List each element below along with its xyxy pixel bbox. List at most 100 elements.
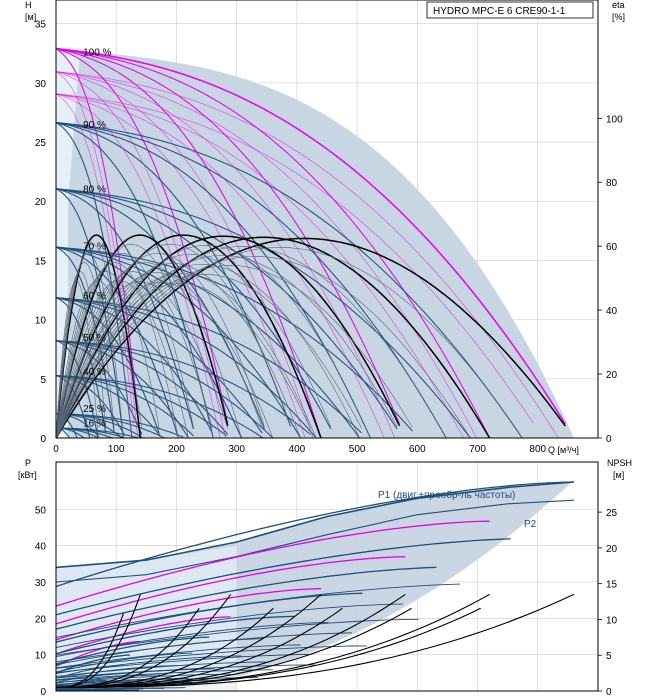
speed-label-70: 70 % [83,242,106,253]
y-tick-eta-80: 80 [606,178,618,189]
eta-curve-4p-90 [56,244,371,438]
eta-curve-3p-50 [56,280,189,438]
power-curve-4p-50 [56,673,231,684]
y-axis-unit-power: [кВт] [18,470,37,480]
y-tick-head-0: 0 [40,434,46,445]
x-tick-300: 300 [228,444,245,455]
speed-label-100: 100 % [83,48,111,59]
speed-label-90: 90 % [83,120,106,131]
y-tick-power-20: 20 [35,614,47,625]
eta-curve-4p-70 [56,263,301,438]
x-tick-700: 700 [469,444,486,455]
speed-label-60: 60 % [83,291,106,302]
x-tick-500: 500 [349,444,366,455]
head-curve-thin-6p-97 [56,71,559,438]
power-curve-4p-100 [56,556,406,625]
y-tick-npsh-10: 10 [606,615,618,626]
power-curve-6p-25 [56,687,186,690]
y-axis-label-power: P [25,458,31,468]
y-tick-head-25: 25 [35,138,47,149]
speed-label-40: 40 % [83,367,106,378]
eta-curve-6p-60 [56,273,362,438]
y-tick-npsh-0: 0 [606,687,612,698]
eta-curve-1p-100 [56,234,142,438]
head-curve-1p-100 [56,48,141,438]
head-curve-5p-60 [56,297,317,438]
power-curve-4p-70 [56,644,301,669]
series-line-p2 [56,499,574,583]
series-line-p1 [56,481,574,569]
eta-curve-6p-50 [56,282,311,438]
head-curve-6p-40 [56,375,264,438]
power-curve-2p-70 [56,665,179,679]
power-curve-2p-90 [56,636,210,665]
series-label-p1: P1 (двиг.+преобр-ль частоты) [378,489,515,501]
eta-curve-4p-80 [56,254,332,438]
power-curve-2p-80 [56,652,193,673]
y-tick-power-0: 0 [40,687,46,698]
eta-curve-2p-60 [56,271,160,438]
head-curve-5p-80 [56,188,398,430]
title-box [426,1,594,19]
y-tick-eta-40: 40 [606,306,618,317]
head-curve-6p-80 [56,188,471,438]
head-curve-1p-70 [56,246,115,432]
head-chart-ticks: 0 100 200 300 400 500 600 700 800 0 5 10 15 20 25 30 35 0… [35,20,623,455]
x-tick-100: 100 [108,444,125,455]
y-tick-head-5: 5 [40,375,46,386]
y-tick-eta-0: 0 [606,434,612,445]
head-curve-6p-16 [56,427,138,438]
y-tick-power-40: 40 [35,542,47,553]
eta-curve-5p-60 [56,273,317,438]
power-chart-ticks: 0 10 20 30 40 50 0 5 10 15 20 25 [35,505,618,698]
x-tick-800: 800 [529,444,546,455]
head-curve-6p-100 [56,47,566,425]
x-tick-0: 0 [53,444,59,455]
y-tick-npsh-25: 25 [606,508,618,519]
head-curve-thin-4p-94 [56,93,385,438]
head-curve-thin-5p-94 [56,93,464,438]
head-curve-thin-5p-97 [56,71,477,438]
power-curves [56,481,575,691]
head-curve-4p-90 [56,121,371,438]
y-tick-power-30: 30 [35,578,47,589]
power-range-fill [56,480,574,691]
power-curve-6p-60 [56,645,367,669]
x-tick-400: 400 [289,444,306,455]
head-curves [56,47,566,438]
power-chart-frame [55,461,599,692]
eta-curve-2p-50 [56,280,143,438]
eta-curve-3p-70 [56,262,242,438]
y-tick-eta-100: 100 [606,114,623,125]
eta-curve-5p-100 [56,236,491,438]
y-axis-unit-head: [м] [25,12,36,22]
y-tick-head-30: 30 [35,79,47,90]
eta-curve-1p-50 [56,280,99,438]
y-axis-unit-npsh: [м] [613,470,624,480]
y-tick-npsh-15: 15 [606,580,618,591]
head-curve-thin-3p-94 [56,93,306,438]
eta-curve-2p-70 [56,262,179,438]
eta-curve-3p-100 [56,234,322,438]
x-tick-600: 600 [409,444,426,455]
envelope-area [68,50,574,438]
y-tick-head-35: 35 [35,20,47,31]
eta-curve-3p-80 [56,253,265,438]
y-axis-label-eta: eta [612,0,625,10]
x-axis-label: Q [м³/ч] [548,445,579,455]
power-curve-3p-100 [56,588,322,641]
power-curve-6p-70 [56,618,419,656]
head-curve-3p-100 [56,47,322,438]
head-curve-5p-70 [56,246,360,438]
eta-curve-5p-50 [56,282,274,438]
y-tick-eta-20: 20 [606,370,618,381]
eta-curve-2p-100 [56,234,229,438]
speed-label-50: 50 % [83,333,106,344]
y-tick-npsh-20: 20 [606,544,618,555]
power-curve-6p-100 [56,481,574,588]
eta-curve-5p-90 [56,245,447,438]
eta-curve-2p-90 [56,243,214,438]
head-curve-6p-50 [56,340,311,435]
eta-curve-1p-80 [56,253,124,438]
